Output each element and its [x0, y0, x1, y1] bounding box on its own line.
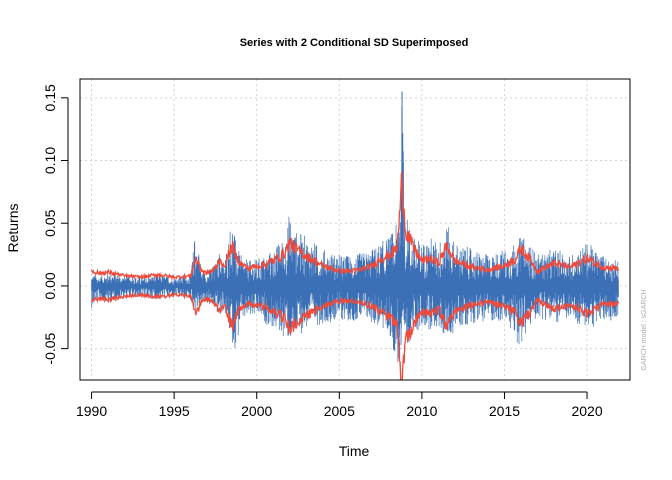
grid: [80, 79, 630, 380]
x-tick-label: 1990: [76, 403, 107, 419]
plot-border: [79, 78, 631, 381]
x-tick-label: 2015: [489, 403, 520, 419]
model-note: GARCH model : sGARCH: [641, 290, 648, 371]
x-tick-label: 2010: [406, 403, 437, 419]
x-tick-label: 2020: [571, 403, 602, 419]
y-axis-label: Returns: [5, 203, 21, 252]
returns-series: [91, 106, 619, 362]
x-tick-label: 2005: [324, 403, 355, 419]
chart-title: Series with 2 Conditional SD Superimpose…: [240, 37, 469, 49]
y-tick-label: 0.00: [42, 272, 58, 299]
x-tick-label: 1995: [159, 403, 190, 419]
x-axis-label: Time: [339, 443, 370, 459]
y-tick-label: -0.05: [42, 332, 58, 364]
y-tick-label: 0.15: [42, 84, 58, 111]
plot-area: [90, 91, 620, 380]
lower-2sd-line: [90, 291, 620, 380]
x-axis: 1990 1995 2000 2005 2010 2015 2020: [76, 391, 603, 419]
x-tick-label: 2000: [241, 403, 272, 419]
y-axis: -0.05 0.00 0.05 0.10 0.15: [42, 84, 69, 365]
y-tick-label: 0.05: [42, 209, 58, 236]
y-tick-label: 0.10: [42, 147, 58, 174]
upper-2sd-line: [90, 171, 620, 281]
